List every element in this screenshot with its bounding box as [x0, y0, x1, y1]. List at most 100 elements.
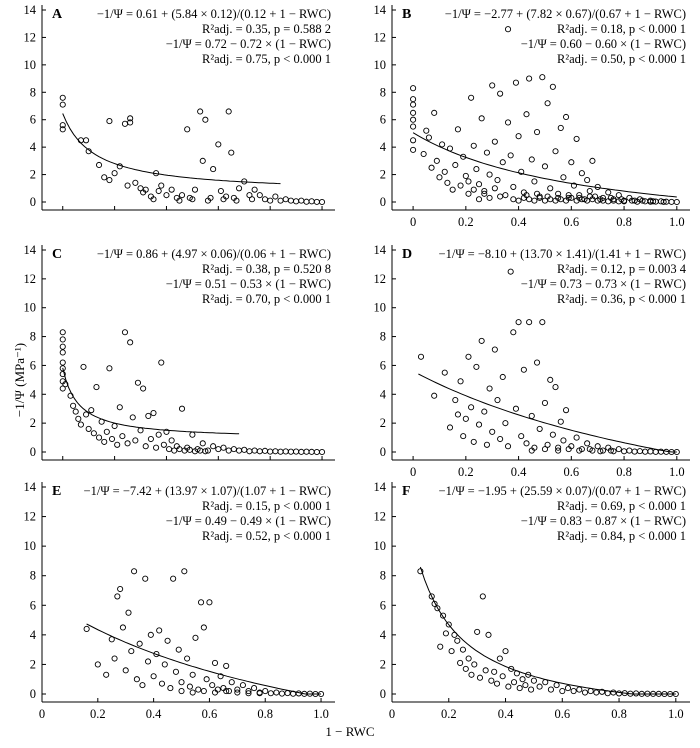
data-point-a: [59, 126, 66, 133]
fit-curve-f: [419, 566, 676, 695]
data-point-b: [507, 152, 514, 159]
equation-line-e-4: R²adj. = 0.52, p < 0.000 1: [202, 529, 331, 543]
data-point-e: [128, 648, 135, 655]
data-point-f: [528, 686, 535, 693]
equation-line-d-2: R²adj. = 0.12, p = 0.003 4: [557, 262, 687, 276]
data-point-a: [176, 197, 183, 204]
data-point-b: [607, 194, 614, 201]
data-point-d: [502, 420, 509, 427]
data-point-c: [134, 379, 141, 386]
data-point-a: [272, 193, 279, 200]
data-point-c: [90, 430, 97, 437]
data-point-b: [605, 189, 612, 196]
data-point-d: [555, 447, 562, 454]
data-point-d: [470, 438, 477, 445]
data-point-f: [479, 593, 486, 600]
data-point-c: [59, 343, 66, 350]
data-point-c: [150, 409, 157, 417]
data-point-b: [597, 196, 604, 203]
equation-line-d-3: −1/Ψ = 0.73 − 0.73 × (1 − RWC): [521, 277, 686, 291]
data-point-c: [132, 437, 139, 444]
data-point-f: [598, 688, 606, 695]
y-tick-label-b: 12: [374, 30, 387, 44]
equation-line-f-2: R²adj. = 0.69, p < 0.000 1: [557, 499, 686, 513]
data-point-a: [111, 170, 118, 177]
data-point-a: [210, 166, 217, 173]
data-point-d: [515, 319, 522, 326]
data-point-c: [70, 402, 77, 409]
y-tick-label-b: 10: [374, 58, 387, 72]
data-point-d: [523, 440, 530, 447]
data-point-c: [220, 444, 227, 451]
data-point-b: [410, 146, 417, 153]
data-point-b: [449, 186, 456, 193]
data-point-a: [202, 116, 209, 123]
x-tick-label-f: 0.8: [611, 707, 627, 721]
data-point-c: [256, 448, 263, 455]
data-point-c: [77, 421, 84, 428]
data-point-d: [541, 446, 549, 453]
data-point-e: [170, 575, 177, 582]
equation-line-b-2: R²adj. = 0.18, p < 0.000 1: [557, 22, 686, 36]
x-tick-label-d: 1.0: [669, 465, 685, 479]
y-tick-label-b: 14: [374, 3, 387, 17]
y-tick-label-e: 8: [30, 569, 36, 583]
data-point-a: [132, 179, 139, 186]
data-point-b: [439, 141, 446, 148]
data-point-c: [129, 414, 136, 421]
data-point-b: [528, 156, 535, 163]
data-point-b: [475, 196, 483, 203]
data-point-e: [234, 689, 241, 696]
data-point-b: [441, 168, 448, 175]
data-point-d: [452, 397, 459, 404]
data-point-a: [225, 108, 232, 115]
data-point-c: [168, 437, 175, 444]
y-tick-label-a: 4: [30, 140, 37, 154]
data-point-b: [563, 197, 570, 204]
data-point-b: [452, 161, 459, 169]
y-tick-label-e: 12: [24, 510, 37, 524]
data-point-f: [459, 646, 467, 653]
data-point-d: [518, 433, 525, 440]
data-point-c: [147, 435, 154, 443]
data-point-f: [547, 686, 554, 693]
y-tick-label-a: 2: [30, 168, 36, 182]
data-point-b: [570, 182, 578, 189]
data-point-c: [303, 448, 310, 455]
data-point-c: [119, 433, 126, 440]
data-point-d: [594, 443, 601, 450]
data-point-d: [597, 448, 604, 455]
data-point-c: [293, 448, 300, 455]
data-point-f: [417, 568, 424, 575]
data-point-e: [198, 599, 205, 606]
data-point-e: [133, 676, 140, 683]
data-point-a: [308, 198, 315, 205]
data-point-b: [486, 194, 493, 201]
x-tick-label-d: 0.2: [458, 465, 474, 479]
data-point-f: [505, 683, 512, 690]
data-point-a: [142, 186, 149, 193]
data-point-d: [446, 424, 454, 431]
data-point-f: [437, 643, 444, 650]
y-tick-label-b: 4: [380, 140, 387, 154]
data-point-d: [486, 385, 493, 392]
data-point-f: [476, 674, 484, 681]
data-point-b: [444, 179, 451, 186]
data-point-b: [502, 192, 509, 199]
data-point-d: [547, 376, 554, 383]
data-point-a: [298, 197, 305, 204]
data-point-a: [256, 192, 263, 199]
data-point-e: [189, 671, 196, 678]
data-point-a: [59, 122, 66, 129]
data-point-b: [628, 197, 636, 204]
data-point-b: [481, 187, 488, 195]
data-point-c: [246, 448, 253, 455]
data-point-b: [668, 198, 675, 205]
data-point-e: [200, 624, 207, 631]
data-point-b: [460, 153, 467, 160]
x-tick-label-b: 0.6: [564, 215, 580, 229]
data-point-f: [491, 668, 498, 675]
data-point-b: [552, 148, 559, 155]
data-point-b: [420, 150, 427, 158]
data-point-b: [526, 75, 533, 82]
